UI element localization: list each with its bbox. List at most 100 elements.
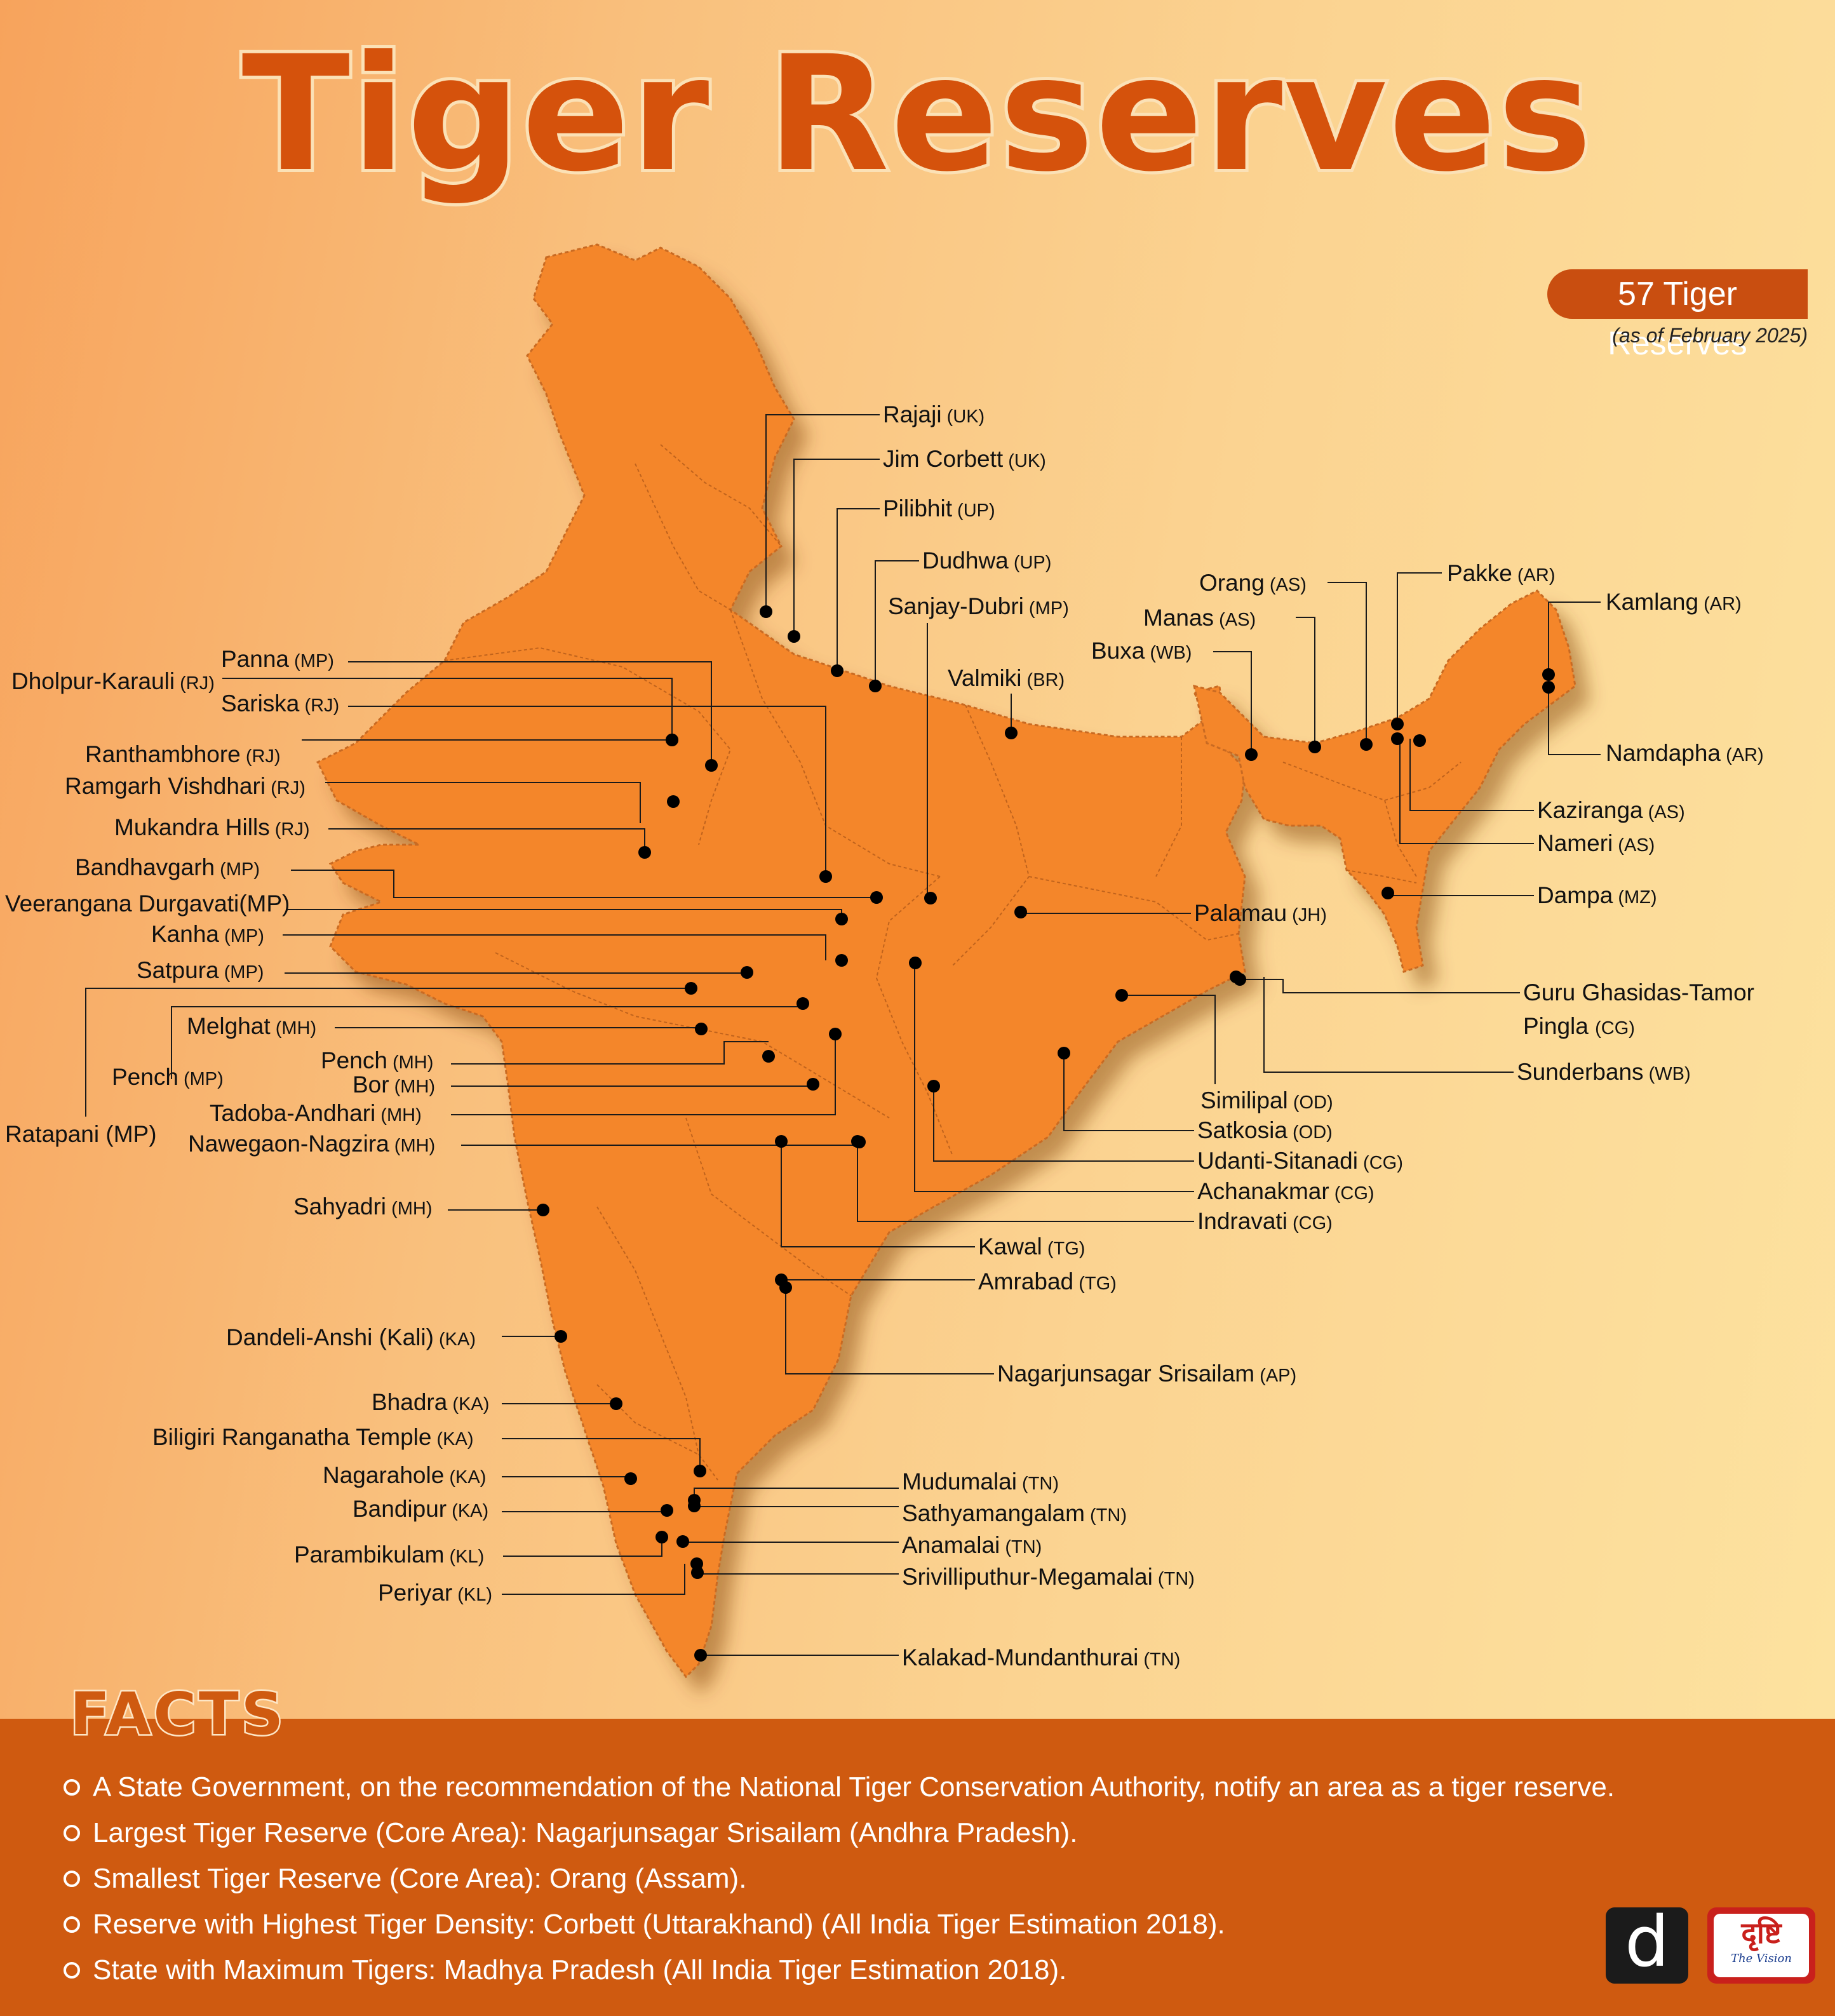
reserve-label: Ranthambhore (RJ) [85,741,281,767]
reserve-name: Amrabad [978,1268,1073,1294]
reserve-label: Pakke (AR) [1447,560,1556,586]
reserve-count-badge: 57 Tiger Reserves [1547,269,1808,362]
leader-line [325,782,641,823]
reserve-name: Bhadra [372,1389,448,1415]
reserve-state: (CG) [1358,1153,1403,1173]
leader-line [222,678,673,740]
reserve-label: Namdapha (AR) [1606,740,1764,766]
vision-logo-main: दृष्टि [1741,1916,1782,1950]
india-mainland [316,243,1246,1679]
reserve-label: Nawegaon-Nagzira (MH) [188,1131,435,1157]
reserve-name: Srivilliputhur-Megamalai [902,1564,1153,1590]
reserve-label: Dampa (MZ) [1537,882,1657,908]
facts-heading: FACTS [68,1679,286,1750]
reserve-name: Nagarjunsagar Srisailam [997,1361,1254,1387]
reserve-name: Pench [321,1047,387,1073]
reserve-labels: Rajaji (UK)Jim Corbett (UK)Pilibhit (UP)… [5,401,1764,1670]
bullet-icon [64,1871,80,1887]
reserve-state: (TN) [1017,1474,1059,1494]
reserve-label: Dandeli-Anshi (Kali) (KA) [226,1324,476,1350]
reserve-name: Satkosia [1197,1117,1287,1143]
reserve-state: (TG) [1042,1239,1086,1259]
reserve-state: (AR) [1698,594,1742,614]
reserve-name: Ramgarh Vishdhari [65,773,266,799]
reserve-dot [851,1135,864,1148]
reserve-state: (AR) [1721,745,1764,765]
reserve-state: (AS) [1265,575,1307,595]
fact-text: State with Maximum Tigers: Madhya Prades… [93,1954,1067,1986]
reserve-state: (TN) [1153,1569,1195,1589]
reserve-dot [555,1330,567,1343]
leader-line [933,1086,1194,1162]
reserve-state: (UP) [1009,553,1052,573]
reserve-state: (MP) [178,1069,224,1089]
reserve-label: Mudumalai (TN) [902,1468,1059,1495]
reserve-name: Rajaji [883,401,942,427]
reserve-dot [779,1281,792,1294]
fact-text: Smallest Tiger Reserve (Core Area): Oran… [93,1863,747,1894]
reserve-label: Melghat (MH) [187,1013,316,1039]
reserve-dot [666,734,678,746]
reserve-state: (WB) [1644,1064,1691,1084]
reserve-name: Dandeli-Anshi (Kali) [226,1324,434,1350]
reserve-name: Achanakmar [1197,1178,1329,1204]
reserve-state: (RJ) [266,778,306,798]
reserve-count-date: (as of February 2025) [1612,324,1808,347]
reserve-label: Panna (MP) [221,646,334,672]
fact-item: A State Government, on the recommendatio… [64,1764,1615,1810]
reserve-label: Guru Ghasidas-Tamor [1523,979,1754,1005]
leader-line [1328,582,1367,744]
india-map: Rajaji (UK)Jim Corbett (UK)Pilibhit (UP)… [5,243,1764,1679]
leader-line [348,706,826,877]
reserve-label: Biligiri Ranganatha Temple (KA) [152,1424,474,1450]
reserve-state: (TN) [1085,1505,1127,1526]
leader-line [781,1141,975,1247]
reserve-state: (AS) [1613,835,1655,856]
leader-line [1548,687,1601,755]
reserve-state: (MH) [389,1077,435,1097]
reserve-label: Satkosia (OD) [1197,1117,1333,1143]
fact-text: A State Government, on the recommendatio… [93,1771,1615,1803]
reserve-state: (MP) [289,651,334,671]
reserve-label: Pilibhit (UP) [883,495,995,521]
reserve-name: Nameri [1537,830,1613,856]
reserve-label: Dholpur-Karauli (RJ) [11,668,215,694]
reserve-dot [927,1080,940,1092]
reserve-dot [909,957,922,969]
leader-line [1296,617,1315,747]
reserve-label: Sathyamangalam (TN) [902,1500,1127,1526]
reserve-dot [829,1028,842,1040]
reserve-dot [788,630,800,643]
leader-line [85,988,691,1117]
reserve-name: Kalakad-Mundanthurai [902,1644,1138,1670]
reserve-name: Valmiki [948,665,1022,691]
reserve-label: Veerangana Durgavati(MP) [5,890,290,917]
reserve-label: Ramgarh Vishdhari (RJ) [65,773,306,799]
reserve-label: Kamlang (AR) [1606,589,1742,615]
reserve-dot [1115,989,1128,1002]
reserve-dot [1413,734,1426,747]
reserve-dot [775,1135,788,1148]
reserve-dot [831,664,844,677]
reserve-label: Buxa (WB) [1091,638,1192,664]
reserve-state: (AS) [1643,802,1685,823]
reserve-label: Pench (MP) [112,1064,224,1090]
reserve-label: Valmiki (BR) [948,665,1065,691]
reserve-state: (TG) [1073,1273,1117,1294]
reserve-dot [741,966,753,979]
reserve-state: (TN) [1000,1537,1042,1557]
reserve-state: (CG) [1287,1213,1333,1233]
reserve-state: (CG) [1595,1018,1635,1038]
fact-item: State with Maximum Tigers: Madhya Prades… [64,1947,1615,1993]
reserve-label: Parambikulam (KL) [294,1542,484,1568]
reserve-name: Jim Corbett [883,446,1004,472]
reserve-dot [1058,1047,1070,1059]
reserve-state: (UK) [1003,451,1046,471]
reserve-dot [760,605,772,618]
reserve-label: Bor (MH) [353,1072,435,1098]
reserve-dot [685,982,697,995]
reserve-state: (AR) [1512,565,1556,586]
drishti-vision-logo: दृष्टि The Vision [1707,1907,1815,1984]
reserve-label: Bandhavgarh (MP) [75,854,260,880]
reserve-name: Orang [1199,570,1265,596]
